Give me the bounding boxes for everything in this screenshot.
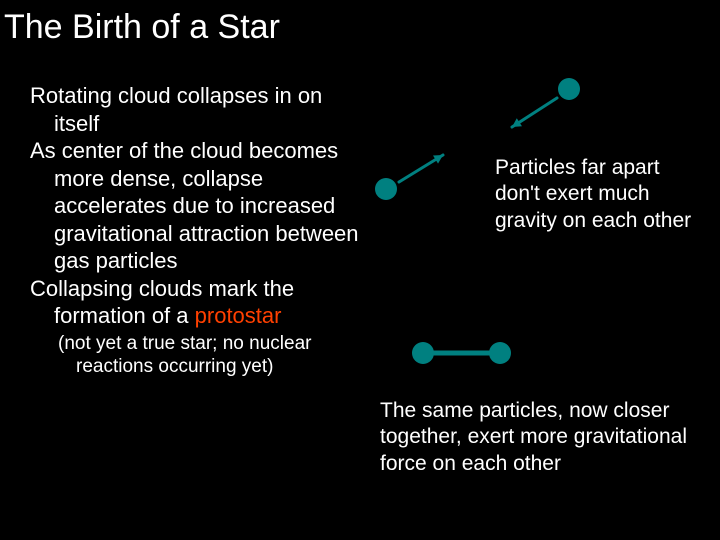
slide: The Birth of a Star Rotating cloud colla… — [0, 0, 720, 540]
bullet-1: Rotating cloud collapses in on itself — [30, 82, 360, 137]
protostar-word: protostar — [195, 303, 282, 328]
caption-far-apart: Particles far apart don't exert much gra… — [495, 155, 705, 234]
subnote: (not yet a true star; no nuclear reactio… — [30, 332, 360, 380]
bullet-3: Collapsing clouds mark the formation of … — [30, 275, 360, 330]
left-column: Rotating cloud collapses in on itself As… — [30, 82, 360, 379]
page-title: The Birth of a Star — [4, 8, 280, 47]
caption-close-together: The same particles, now closer together,… — [380, 398, 710, 477]
bullet-2: As center of the cloud becomes more dens… — [30, 137, 360, 275]
